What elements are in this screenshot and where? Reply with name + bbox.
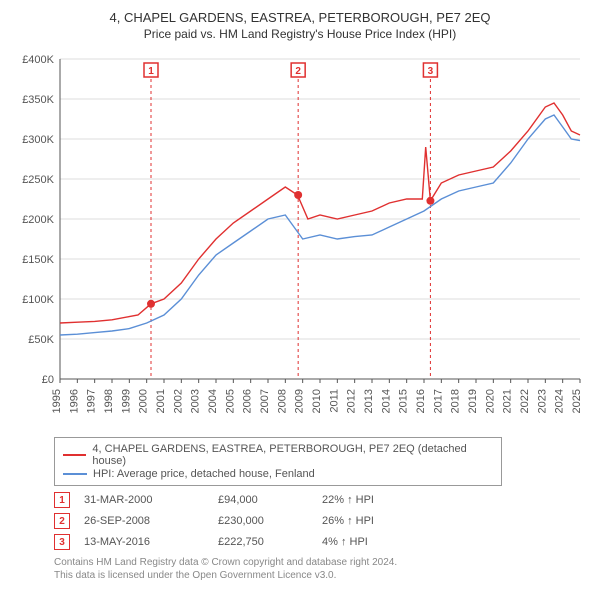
sale-marker: 3 bbox=[54, 534, 70, 550]
svg-text:2019: 2019 bbox=[467, 389, 479, 413]
footer-attribution: Contains HM Land Registry data © Crown c… bbox=[54, 556, 590, 582]
svg-text:2008: 2008 bbox=[276, 389, 288, 413]
legend-item: 4, CHAPEL GARDENS, EASTREA, PETERBOROUGH… bbox=[63, 443, 493, 467]
svg-text:2011: 2011 bbox=[328, 389, 340, 413]
svg-text:£250K: £250K bbox=[22, 174, 54, 186]
svg-text:2013: 2013 bbox=[363, 389, 375, 413]
sale-price: £222,750 bbox=[218, 536, 308, 548]
chart-svg: £0 £50K £100K £150K £200K £250K £300K £350K £400… bbox=[10, 49, 585, 429]
svg-text:2001: 2001 bbox=[155, 389, 167, 413]
svg-text:2000: 2000 bbox=[138, 389, 150, 413]
svg-text:2020: 2020 bbox=[484, 389, 496, 413]
sale-marker: 2 bbox=[54, 513, 70, 529]
svg-text:£150K: £150K bbox=[22, 254, 54, 266]
svg-text:2021: 2021 bbox=[502, 389, 514, 413]
svg-text:£50K: £50K bbox=[28, 334, 54, 346]
legend-swatch bbox=[63, 454, 86, 456]
svg-text:2006: 2006 bbox=[242, 389, 254, 413]
svg-text:2015: 2015 bbox=[398, 389, 410, 413]
svg-text:1998: 1998 bbox=[103, 389, 115, 413]
chart-subtitle: Price paid vs. HM Land Registry's House … bbox=[10, 27, 590, 41]
svg-text:2003: 2003 bbox=[190, 389, 202, 413]
svg-text:2005: 2005 bbox=[224, 389, 236, 413]
svg-text:£100K: £100K bbox=[22, 294, 54, 306]
svg-text:2012: 2012 bbox=[346, 389, 358, 413]
svg-text:2017: 2017 bbox=[432, 389, 444, 413]
footer-line1: Contains HM Land Registry data © Crown c… bbox=[54, 556, 590, 569]
svg-text:2009: 2009 bbox=[294, 389, 306, 413]
sale-row: 1 31-MAR-2000 £94,000 22% ↑ HPI bbox=[54, 492, 590, 508]
sale-date: 13-MAY-2016 bbox=[84, 536, 204, 548]
svg-text:2: 2 bbox=[295, 66, 301, 77]
svg-text:2023: 2023 bbox=[536, 389, 548, 413]
legend-label: 4, CHAPEL GARDENS, EASTREA, PETERBOROUGH… bbox=[92, 443, 493, 467]
chart-title: 4, CHAPEL GARDENS, EASTREA, PETERBOROUGH… bbox=[10, 10, 590, 25]
svg-text:2016: 2016 bbox=[415, 389, 427, 413]
svg-text:2007: 2007 bbox=[259, 389, 271, 413]
legend: 4, CHAPEL GARDENS, EASTREA, PETERBOROUGH… bbox=[54, 437, 502, 486]
svg-text:2024: 2024 bbox=[554, 389, 566, 413]
svg-text:£400K: £400K bbox=[22, 54, 54, 66]
sale-row: 2 26-SEP-2008 £230,000 26% ↑ HPI bbox=[54, 513, 590, 529]
sale-diff: 22% ↑ HPI bbox=[322, 494, 412, 506]
svg-text:£350K: £350K bbox=[22, 94, 54, 106]
svg-text:£200K: £200K bbox=[22, 214, 54, 226]
svg-text:2002: 2002 bbox=[172, 389, 184, 413]
sale-diff: 4% ↑ HPI bbox=[322, 536, 412, 548]
svg-text:1999: 1999 bbox=[120, 389, 132, 413]
legend-swatch bbox=[63, 473, 87, 475]
svg-text:£0: £0 bbox=[42, 374, 54, 386]
svg-text:2025: 2025 bbox=[571, 389, 583, 413]
legend-item: HPI: Average price, detached house, Fenl… bbox=[63, 468, 493, 480]
sale-date: 31-MAR-2000 bbox=[84, 494, 204, 506]
sale-row: 3 13-MAY-2016 £222,750 4% ↑ HPI bbox=[54, 534, 590, 550]
legend-label: HPI: Average price, detached house, Fenl… bbox=[93, 468, 315, 480]
svg-text:£300K: £300K bbox=[22, 134, 54, 146]
sale-date: 26-SEP-2008 bbox=[84, 515, 204, 527]
price-chart: £0 £50K £100K £150K £200K £250K £300K £350K £400… bbox=[10, 49, 585, 429]
svg-text:3: 3 bbox=[428, 66, 434, 77]
footer-line2: This data is licensed under the Open Gov… bbox=[54, 569, 590, 582]
svg-text:1995: 1995 bbox=[51, 389, 63, 413]
sale-price: £230,000 bbox=[218, 515, 308, 527]
svg-text:2004: 2004 bbox=[207, 389, 219, 413]
svg-text:1996: 1996 bbox=[68, 389, 80, 413]
svg-text:1997: 1997 bbox=[86, 389, 98, 413]
svg-text:2022: 2022 bbox=[519, 389, 531, 413]
sale-marker: 1 bbox=[54, 492, 70, 508]
svg-text:1: 1 bbox=[148, 66, 154, 77]
svg-text:2010: 2010 bbox=[311, 389, 323, 413]
sale-price: £94,000 bbox=[218, 494, 308, 506]
svg-text:2014: 2014 bbox=[380, 389, 392, 413]
sale-diff: 26% ↑ HPI bbox=[322, 515, 412, 527]
sales-table: 1 31-MAR-2000 £94,000 22% ↑ HPI 2 26-SEP-2008… bbox=[54, 492, 590, 550]
svg-text:2018: 2018 bbox=[450, 389, 462, 413]
